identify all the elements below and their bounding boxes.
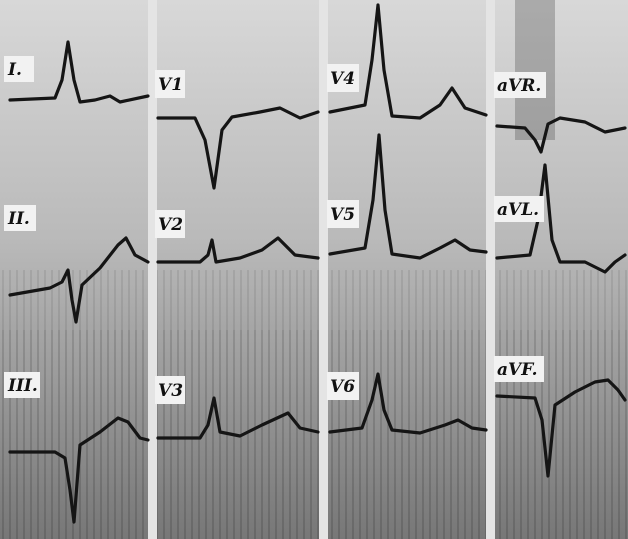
lead-label: V6 [330,377,355,397]
lead-label: V5 [330,205,355,225]
separator [486,0,495,539]
smudge [515,0,555,140]
lead-label: III. [7,376,38,396]
lead-label: aVL. [497,200,539,220]
separator [319,0,328,539]
lead-label: V2 [158,215,183,235]
lead-label: aVR. [497,76,541,96]
lead-label: V3 [158,381,183,401]
lead-label: I. [7,60,22,80]
lead-label: V1 [158,75,183,95]
lead-label: II. [7,209,30,229]
lead-label: aVF. [497,360,537,380]
ecg-image: I. II. III. V1 V2 V3 V4 V5 V6 aVR. aVL. … [0,0,628,539]
lead-label: V4 [330,69,355,89]
